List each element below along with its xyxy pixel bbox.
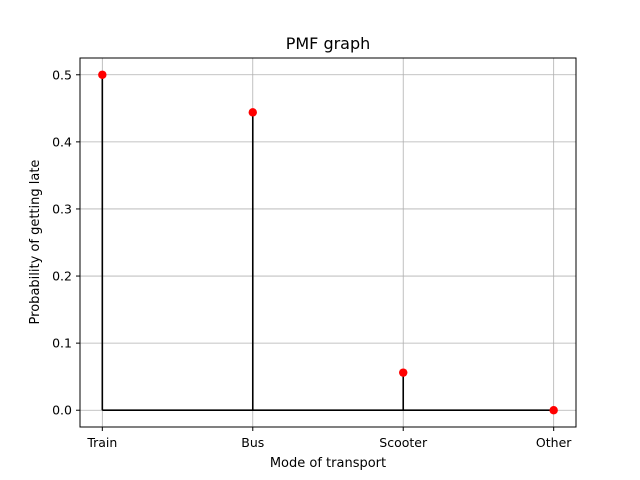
y-ticks: 0.0 0.1 0.2 0.3 0.4 0.5: [52, 67, 80, 418]
data-point-bus: [248, 108, 257, 117]
x-tick-label: Bus: [241, 435, 264, 450]
x-tick-label: Train: [86, 435, 117, 450]
y-tick-label: 0.0: [52, 403, 72, 418]
data-point-scooter: [399, 368, 408, 377]
data-point-train: [98, 70, 107, 79]
markers: [98, 70, 558, 415]
x-ticks: Train Bus Scooter Other: [86, 427, 572, 450]
x-tick-label: Scooter: [379, 435, 428, 450]
stems: [101, 74, 405, 411]
chart-title: PMF graph: [286, 34, 371, 53]
x-tick-label: Other: [536, 435, 572, 450]
y-tick-label: 0.2: [52, 269, 72, 284]
plot-frame: [79, 57, 577, 428]
x-axis-label: Mode of transport: [270, 456, 386, 471]
y-tick-label: 0.4: [52, 134, 72, 149]
y-tick-label: 0.3: [52, 201, 72, 216]
y-tick-label: 0.1: [52, 336, 72, 351]
y-axis-label: Probability of getting late: [28, 160, 43, 325]
y-tick-label: 0.5: [52, 67, 72, 82]
data-point-other: [549, 406, 558, 415]
